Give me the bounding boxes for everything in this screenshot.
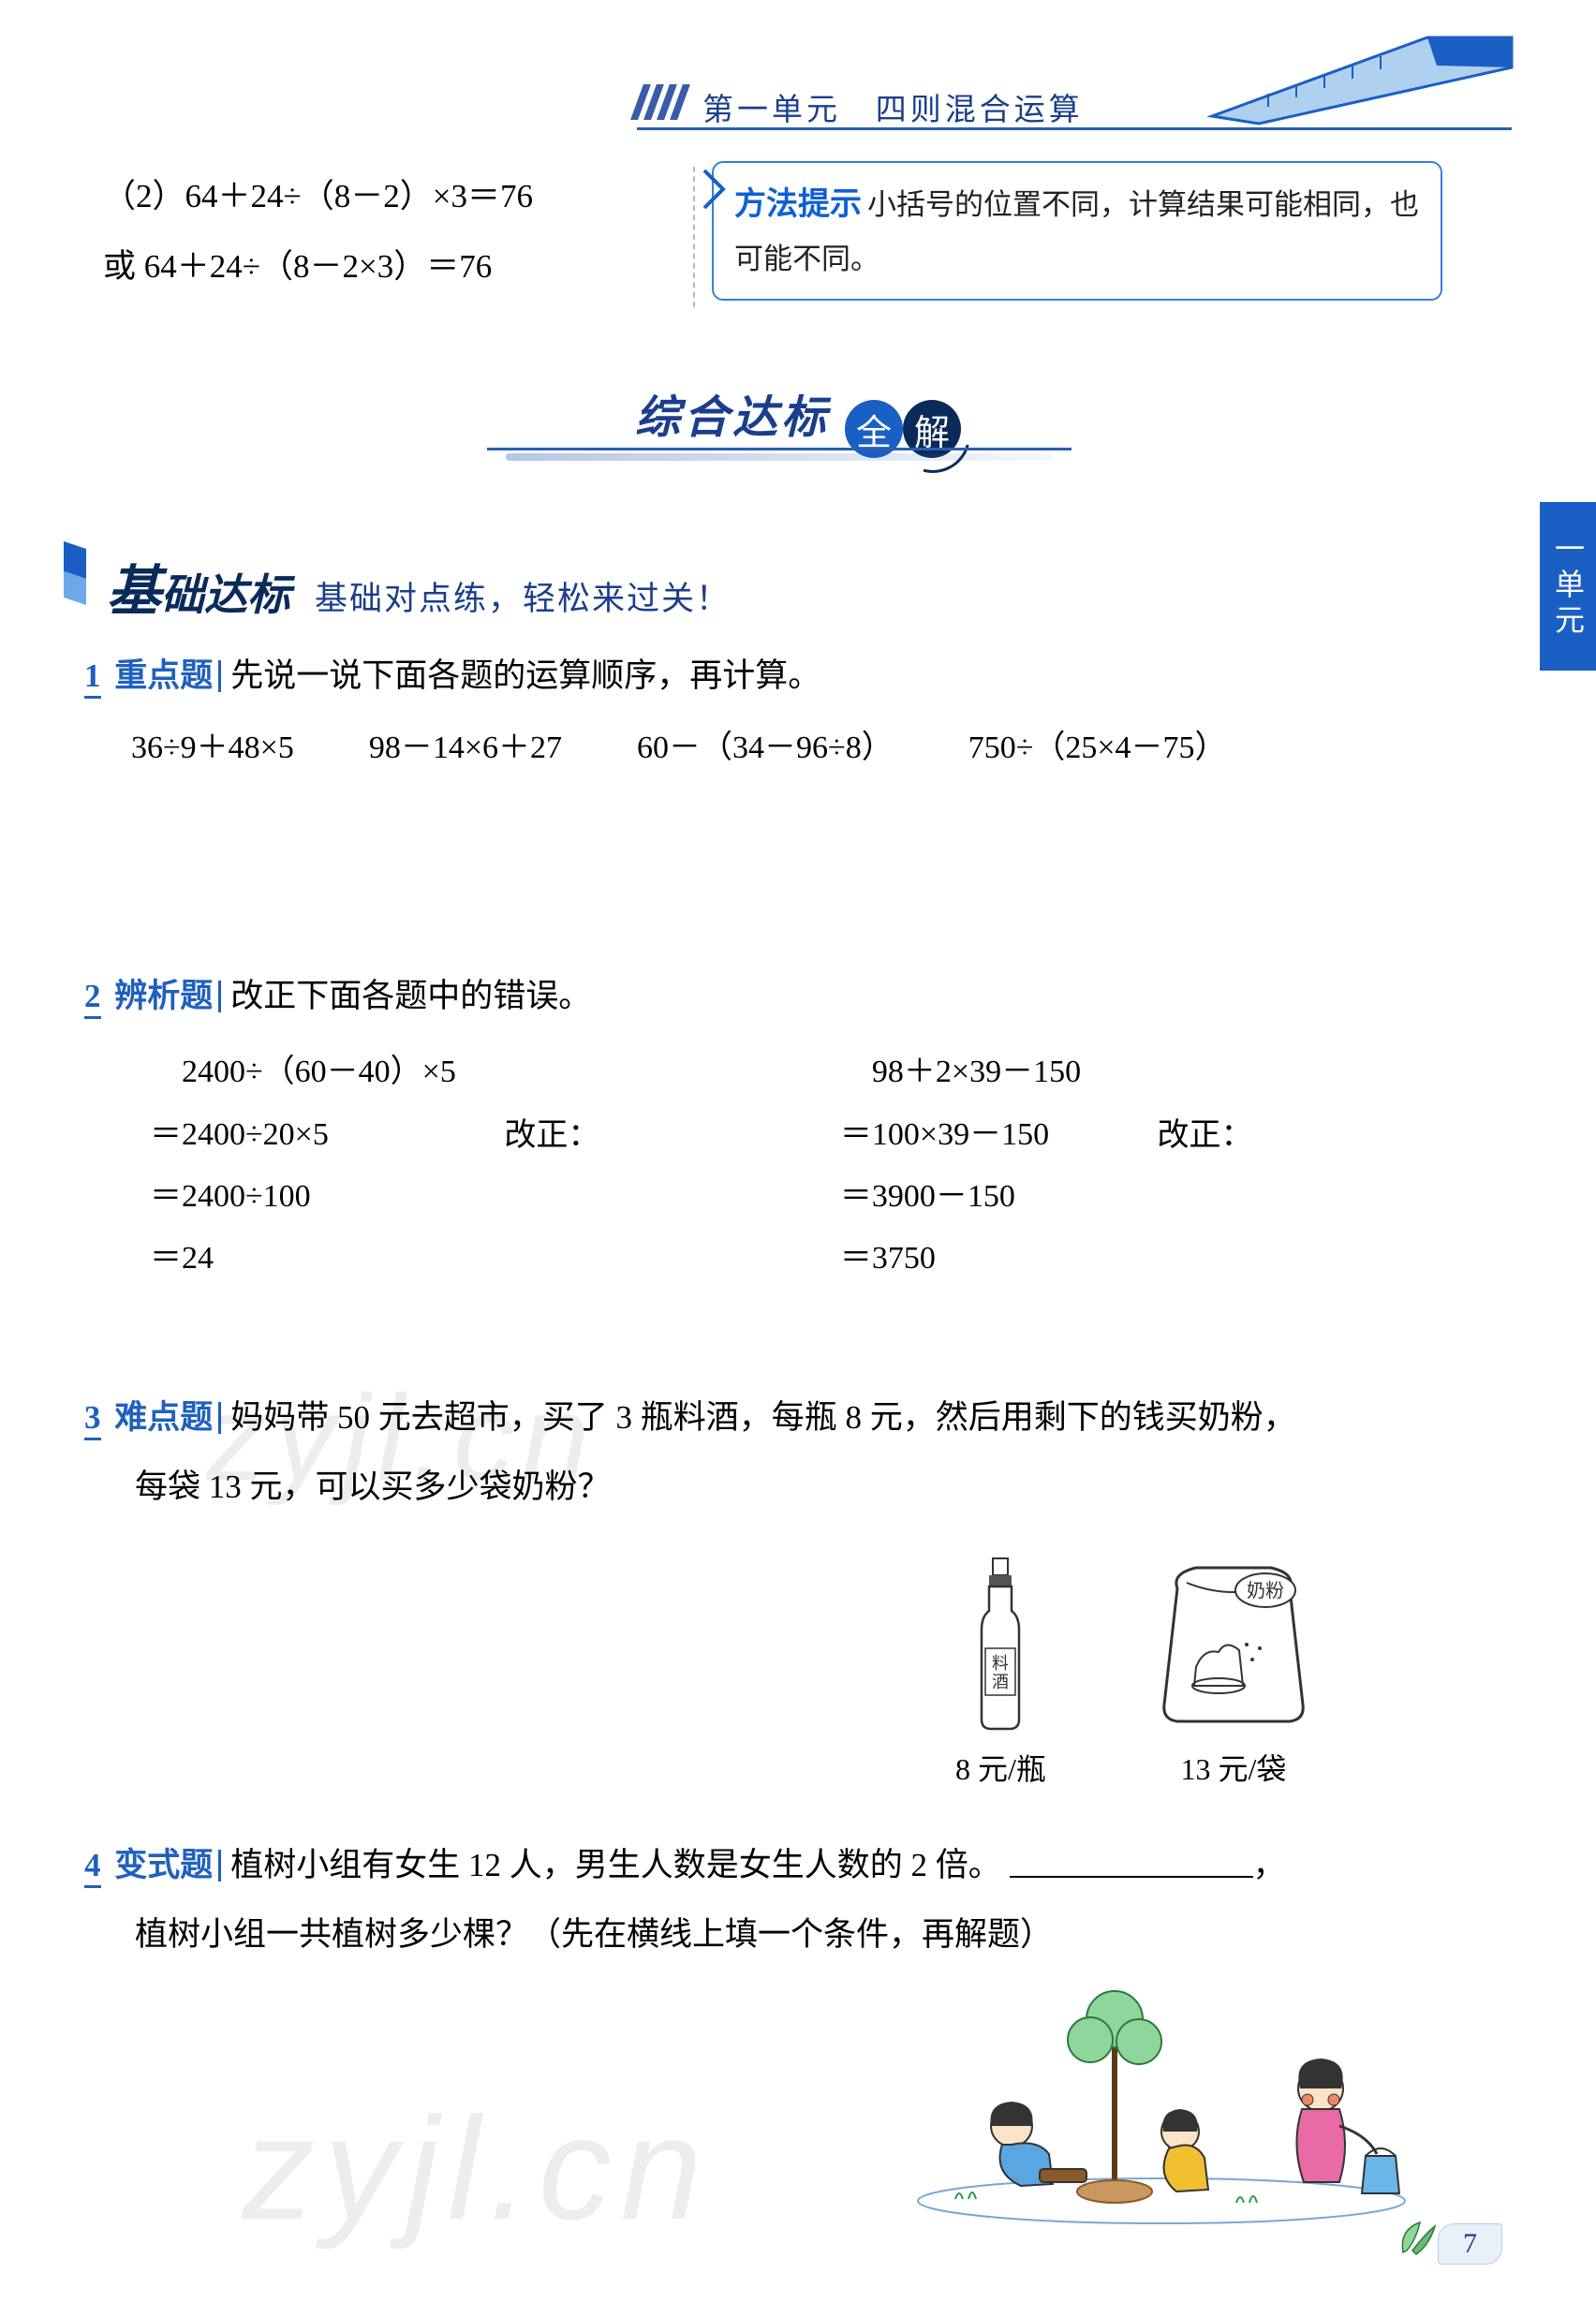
q2-tag: 辨析题 [114,978,213,1014]
q2-a-line: ＝24 [150,1228,504,1290]
q2-a-line: ＝2400÷100 [150,1166,504,1228]
vertical-divider [693,167,695,307]
banner-underline [487,448,1071,450]
question-2: 2 辨析题改正下面各题中的错误。 2400÷（60－40）×5 ＝2400÷20… [84,965,1493,1290]
q2-number: 2 [84,978,101,1019]
milk-bag-icon: 奶粉 [1149,1555,1318,1733]
sub-title-big: 基 [107,561,161,622]
bottle-caption: 8 元/瓶 [955,1746,1046,1789]
svg-text:酒: 酒 [992,1673,1009,1691]
example-line2: 或 64＋24÷（8－2×3）＝76 [103,231,533,302]
q3-tag: 难点题 [114,1399,213,1436]
milk-caption: 13 元/袋 [1180,1746,1286,1789]
page-header: 第一单元 四则混合运算 [0,51,1596,163]
svg-text:奶粉: 奶粉 [1247,1580,1284,1601]
q1-item: 98－14×6＋27 [369,717,562,779]
q4-stem1b: ， [1253,1847,1286,1883]
q1-item: 750÷（25×4－75） [968,717,1227,779]
sub-banner-flag-icon [64,541,86,607]
q2-b-line: ＝100×39－150 [840,1104,1158,1166]
side-tab-unit: 一单元 [1540,502,1596,671]
q2-b-line: 98＋2×39－150 [840,1041,1158,1103]
page-number-region: 7 [1438,2223,1502,2265]
q4-stem1a: 植树小组有女生 12 人，男生人数是女生人数的 2 倍。 [230,1847,1001,1883]
q2-labelB: 改正： [1158,1041,1494,1290]
sub-banner-title: 基础达标 [84,543,302,631]
q2-b-line: ＝3900－150 [840,1166,1158,1228]
method-tip-box: 方法提示小括号的位置不同，计算结果可能相同，也可能不同。 [712,161,1442,301]
question-3: 3 难点题妈妈带 50 元去超市，买了 3 瓶料酒，每瓶 8 元，然后用剩下的钱… [84,1386,1493,1520]
q1-item: 60－（34－96÷8） [637,717,894,779]
q2-b-line: ＝3750 [840,1228,1158,1290]
fill-blank[interactable] [1010,1876,1253,1878]
q1-item: 36÷9＋48×5 [131,717,294,779]
banner-shadow [506,453,1053,461]
tip-label: 方法提示 [734,187,862,222]
sub-banner-subtitle: 基础对点练，轻松来过关！ [315,572,731,620]
milk-item: 奶粉 13 元/袋 [1149,1555,1318,1789]
tip-arrow-icon [702,169,727,210]
q2-a-line: ＝2400÷20×5 [150,1104,504,1166]
q2-a-line: 2400÷（60－40）×5 [150,1041,504,1103]
svg-text:料: 料 [992,1654,1009,1673]
bottle-icon: 料 酒 [963,1555,1038,1733]
example-line1: （2）64＋24÷（8－2）×3＝76 [103,161,533,231]
planting-illustration-icon [899,1967,1442,2229]
ruler-icon [1203,32,1521,135]
sub-title-rest: 础达标 [161,571,290,619]
q3-illustrations: 料 酒 8 元/瓶 奶粉 13 元/袋 [955,1555,1318,1789]
q4-number: 4 [84,1847,101,1888]
q4-stem2: 植树小组一共植树多少棵？（先在横线上填一个条件，再解题） [135,1903,1493,1967]
watermark: zyjl.cn [242,2084,711,2252]
bar-icon [218,1402,221,1434]
example-answers: （2）64＋24÷（8－2）×3＝76 或 64＋24÷（8－2×3）＝76 [103,161,533,303]
q2-stem: 改正下面各题中的错误。 [230,978,591,1014]
q1-items: 36÷9＋48×5 98－14×6＋27 60－（34－96÷8） 750÷（2… [131,717,1493,779]
q2-colB: 98＋2×39－150 ＝100×39－150 ＝3900－150 ＝3750 [840,1041,1158,1290]
page-number: 7 [1438,2223,1502,2265]
unit-label: 第一单元 [702,94,841,127]
q1-tag: 重点题 [114,657,213,694]
q2-work: 2400÷（60－40）×5 ＝2400÷20×5 ＝2400÷100 ＝24 … [150,1041,1493,1290]
question-1: 1 重点题先说一说下面各题的运算顺序，再计算。 36÷9＋48×5 98－14×… [84,644,1493,780]
header-stripes-icon [637,84,684,120]
bar-icon [218,660,221,692]
page-number-text: 7 [1463,2228,1477,2259]
q1-stem: 先说一说下面各题的运算顺序，再计算。 [230,657,820,694]
q2-colA: 2400÷（60－40）×5 ＝2400÷20×5 ＝2400÷100 ＝24 [150,1041,504,1290]
leaf-icon [1397,2217,1439,2258]
unit-title: 第一单元 四则混合运算 [702,84,1084,129]
sub-section-banner: 基础达标 基础对点练，轻松来过关！ [84,543,731,631]
chapter-label: 四则混合运算 [876,94,1084,127]
q4-tag: 变式题 [114,1847,213,1883]
bar-icon [218,1850,221,1882]
q3-stem2: 每袋 13 元，可以买多少袋奶粉？ [135,1455,1493,1519]
q3-stem1: 妈妈带 50 元去超市，买了 3 瓶料酒，每瓶 8 元，然后用剩下的钱买奶粉， [230,1399,1296,1436]
q3-number: 3 [84,1399,101,1440]
section-banner: 综合达标 全 解 [0,375,1596,458]
q2-labelA: 改正： [504,1041,840,1290]
bottle-item: 料 酒 8 元/瓶 [955,1555,1046,1789]
banner-text: 综合达标 [635,375,830,451]
question-4: 4 变式题植树小组有女生 12 人，男生人数是女生人数的 2 倍。 ， 植树小组… [84,1834,1493,1968]
q1-number: 1 [84,657,101,699]
bar-icon [218,981,221,1012]
